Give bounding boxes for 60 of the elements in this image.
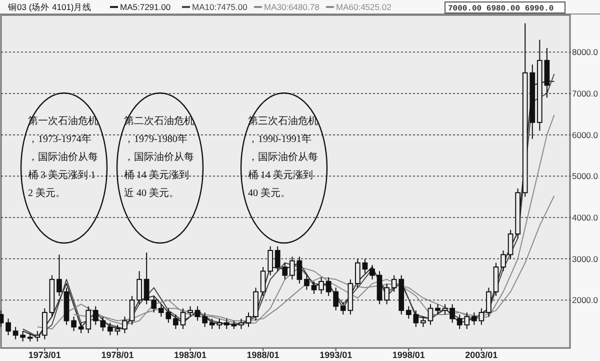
candlestick [71, 316, 76, 332]
y-tick-label: 3000.0 [572, 254, 598, 264]
candlestick [129, 295, 135, 326]
candlestick [188, 306, 193, 318]
candlestick [428, 304, 434, 326]
candlestick [56, 254, 62, 296]
candlestick [478, 308, 484, 326]
candlestick [311, 280, 317, 294]
x-tick-label: 1978/01 [101, 350, 134, 360]
x-tick-label: 1973/01 [28, 350, 61, 360]
x-tick-label: 1998/01 [392, 350, 425, 360]
legend-label: MA5:7291.00 [120, 2, 171, 12]
candlestick [500, 250, 506, 272]
candlestick [296, 256, 302, 284]
candlestick [486, 287, 492, 318]
candlestick [246, 312, 252, 328]
x-tick-label: 2003/01 [465, 350, 498, 360]
candlestick [304, 274, 310, 290]
legend-label: MA10:7475.00 [192, 2, 248, 12]
candlestick [435, 304, 440, 316]
candlestick [362, 258, 368, 274]
y-tick-label: 4000.0 [572, 212, 598, 222]
candlestick [260, 266, 266, 296]
candlestick [180, 308, 186, 330]
candlestick [238, 318, 244, 330]
candlestick [289, 256, 295, 280]
legend-label: MA30:6480.78 [264, 2, 320, 12]
candlestick [108, 322, 113, 336]
x-tick-label: 1988/01 [246, 350, 280, 360]
candlestick [471, 312, 477, 326]
candlestick [6, 318, 11, 336]
candlestick [450, 304, 455, 324]
candlestick [355, 258, 360, 288]
candlestick [442, 304, 448, 316]
candlestick [224, 318, 230, 330]
x-tick-label: 1983/01 [174, 350, 207, 360]
y-tick-label: 2000.0 [572, 295, 598, 306]
candlestick [136, 270, 142, 305]
candlestick [173, 314, 178, 330]
y-tick-label: 7000.0 [572, 88, 598, 98]
candlestick [370, 264, 375, 280]
y-tick-label: 6000.0 [572, 130, 598, 140]
candlestick [268, 246, 274, 276]
candlestick [202, 312, 208, 328]
text: 7000.00 6980.00 6990.0 [448, 4, 554, 14]
legend-label: MA60:4525.02 [336, 2, 392, 12]
candlestick [114, 324, 120, 336]
y-tick-label: 8000.0 [572, 47, 598, 58]
candlestick [12, 326, 18, 340]
candlestick [384, 283, 390, 305]
candlestick [194, 306, 200, 322]
candlestick [508, 229, 514, 260]
candlestick [20, 330, 26, 342]
candlestick [122, 316, 128, 334]
y-tick-label: 5000.0 [572, 171, 598, 182]
x-tick-label: 1993/01 [320, 350, 352, 360]
candlestick [420, 316, 426, 328]
candlestick [42, 308, 48, 340]
chart-title: 铜03 (场外 4101)月线 [7, 2, 92, 12]
candlestick [318, 276, 324, 294]
